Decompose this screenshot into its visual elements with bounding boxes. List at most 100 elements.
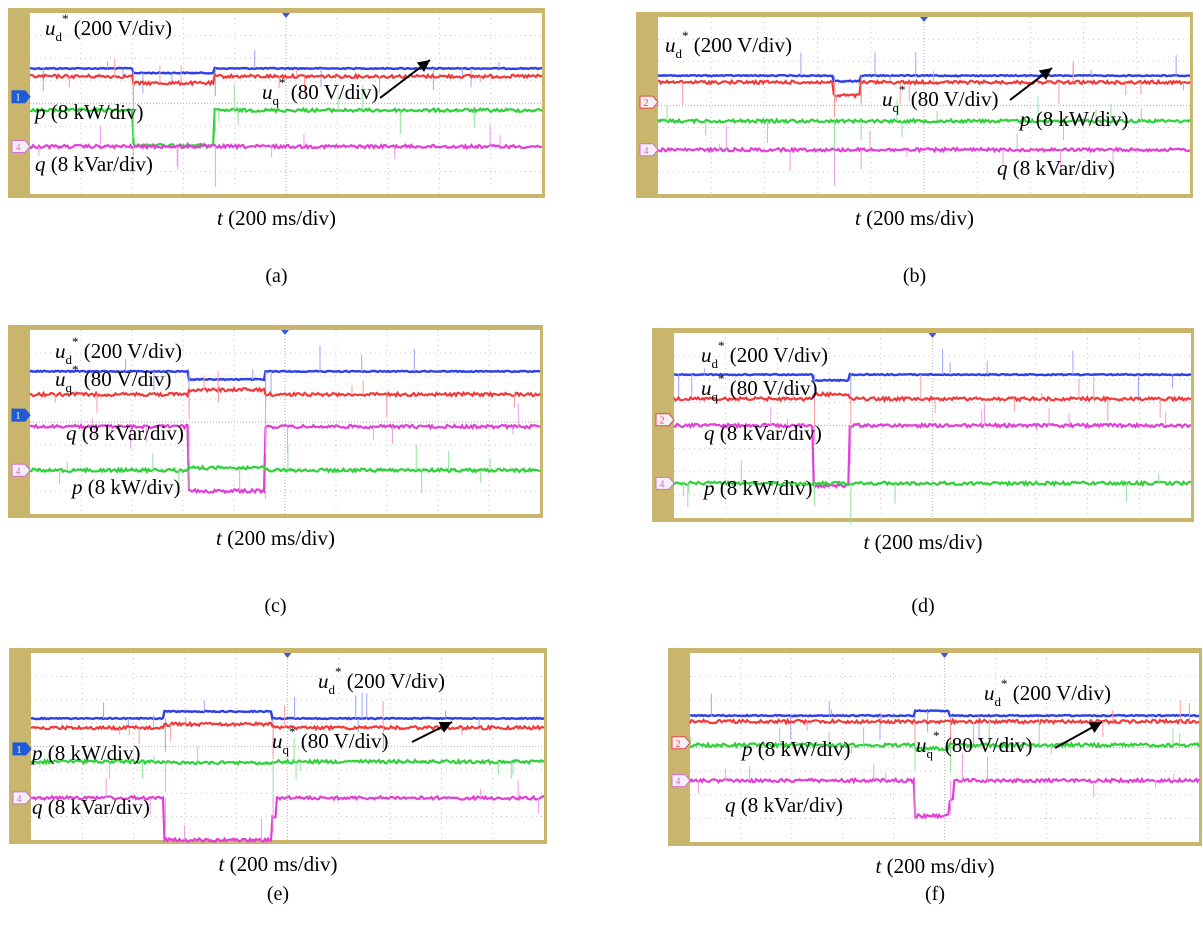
series-label-q: q (8 kVar/div) (32, 795, 150, 819)
trace-q-spikes (38, 124, 501, 187)
channel-marker: 4 (639, 143, 659, 157)
trace-q (29, 423, 541, 495)
trace-ud (29, 369, 541, 382)
channel-marker: 2 (639, 95, 659, 109)
channel-marker: 4 (11, 139, 31, 153)
series-label-q: q (8 kVar/div) (35, 152, 153, 176)
trace-p-spikes (59, 444, 491, 500)
trace-uq-spikes (54, 371, 515, 434)
channel-marker-label: 1 (17, 745, 22, 756)
series-label-uq: uq* (80 V/div) (916, 728, 1032, 761)
channel-marker-label: 4 (660, 479, 665, 490)
x-axis-label: t (200 ms/div) (216, 526, 335, 550)
channel-marker: 1 (11, 90, 31, 104)
channel-marker-label: 4 (16, 142, 21, 153)
panel-caption: (c) (264, 595, 286, 617)
series-label-p: p (8 kW/div) (33, 100, 143, 124)
trigger-marker-icon (928, 333, 937, 338)
trace-p-spikes (39, 738, 514, 804)
trace-p (30, 757, 545, 767)
trace-ud (673, 372, 1192, 383)
series-label-uq: uq* (80 V/div) (882, 82, 998, 115)
trigger-marker-icon (282, 13, 290, 18)
scope-grid (31, 653, 544, 840)
scope-grid (30, 13, 542, 194)
channel-marker: 4 (655, 476, 675, 490)
trace-q (30, 794, 544, 844)
trace-q-spikes (697, 753, 1175, 821)
trace-q-spikes (105, 777, 540, 840)
channel-marker: 4 (11, 463, 31, 477)
x-axis-label: t (200 ms/div) (875, 854, 994, 878)
uq-arrow-icon (379, 59, 431, 99)
trace-uq-spikes (119, 701, 463, 760)
trace-ud (29, 66, 543, 75)
trace-q (689, 776, 1200, 820)
channel-marker-label: 4 (16, 466, 21, 477)
uq-arrow-icon (1009, 67, 1053, 101)
channel-marker-label: 1 (16, 93, 21, 104)
trigger-marker-icon (281, 330, 289, 335)
channel-marker-label: 1 (16, 411, 21, 422)
trace-ud (689, 708, 1200, 718)
panel-caption: (d) (911, 595, 934, 617)
trace-uq (29, 386, 541, 399)
x-axis-label: t (200 ms/div) (863, 530, 982, 554)
trace-uq (689, 717, 1200, 726)
trace-q (29, 142, 543, 151)
trigger-marker-icon (920, 17, 928, 22)
channel-marker-label: 2 (676, 739, 681, 750)
x-axis-label: t (200 ms/div) (855, 206, 974, 230)
scope-grid (690, 653, 1199, 842)
channel-marker-label: 4 (644, 146, 649, 157)
series-label-uq: uq* (80 V/div) (55, 362, 171, 395)
scope-panel-3: 1 4 ud* (200 V/div)uq* (80 V/div) q (8 kVar… (8, 325, 543, 518)
channel-marker: 2 (671, 736, 691, 750)
series-label-uq: uq* (80 V/div) (272, 724, 388, 757)
trace-q-spikes (728, 404, 1167, 465)
panel-caption: (b) (903, 265, 926, 287)
trace-uq-spikes (68, 58, 481, 110)
trace-uq (673, 390, 1192, 403)
series-label-p: p (8 kW/div) (1018, 107, 1128, 131)
series-label-q: q (8 kVar/div) (66, 421, 184, 445)
series-label-p: p (8 kW/div) (30, 741, 140, 765)
trace-p (29, 464, 541, 475)
trace-uq-spikes (682, 61, 1184, 118)
trace-p-spikes (682, 460, 1160, 525)
series-label-q: q (8 kVar/div) (997, 156, 1115, 180)
series-label-p: p (8 kW/div) (70, 475, 180, 499)
trigger-marker-icon (283, 653, 292, 658)
channel-marker-label: 4 (676, 777, 681, 788)
trace-p (689, 741, 1200, 753)
series-label-p: p (8 kW/div) (740, 737, 850, 761)
series-label-uq: uq* (80 V/div) (262, 75, 378, 108)
channel-marker: 4 (671, 774, 691, 788)
trace-q (658, 146, 1191, 154)
series-label-ud: ud* (200 V/div) (984, 676, 1111, 709)
scope-panel-2: 2 4 ud* (200 V/div) uq* (80 V/div) p (8 kW/d… (636, 12, 1193, 198)
trace-ud (657, 73, 1191, 83)
scope-panel-4: 2 4 ud* (200 V/div)uq* (80 V/div) q (8 kVar… (652, 328, 1194, 525)
series-label-ud: ud* (200 V/div) (665, 28, 792, 61)
channel-marker-label: 2 (644, 98, 649, 109)
scope-panel-6: 2 4 ud* (200 V/div) uq* (80 V/div) p (8 kW/d… (668, 648, 1202, 846)
series-label-ud: ud* (200 V/div) (45, 11, 172, 44)
trace-p (673, 479, 1192, 488)
trace-p (657, 117, 1191, 125)
trace-q-spikes (718, 125, 1114, 186)
trace-uq (658, 78, 1191, 99)
x-axis-label: t (200 ms/div) (218, 852, 337, 876)
trace-q-spikes (91, 403, 519, 491)
channel-marker: 2 (655, 413, 675, 427)
series-label-ud: ud* (200 V/div) (55, 334, 182, 367)
channel-marker-label: 4 (17, 794, 22, 805)
trace-uq (30, 720, 545, 732)
trigger-marker-icon (940, 653, 949, 658)
scope-panel-5: 1 4 ud* (200 V/div) uq* (80 V/div) p (8 kW/d… (9, 648, 547, 844)
channel-marker: 4 (12, 791, 32, 805)
panel-caption: (e) (267, 883, 289, 905)
trace-p (29, 106, 543, 149)
x-axis-label: t (200 ms/div) (217, 206, 336, 230)
panel-caption: (f) (925, 883, 945, 905)
